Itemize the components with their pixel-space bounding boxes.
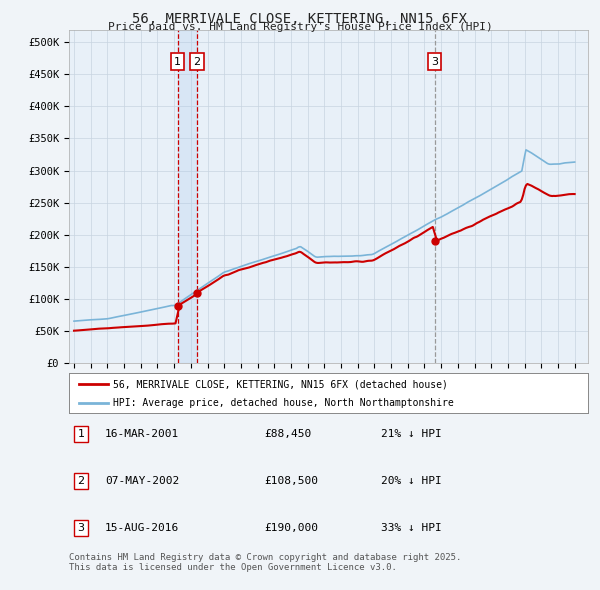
Text: 2: 2 xyxy=(193,57,200,67)
Text: 56, MERRIVALE CLOSE, KETTERING, NN15 6FX: 56, MERRIVALE CLOSE, KETTERING, NN15 6FX xyxy=(133,12,467,26)
Text: £88,450: £88,450 xyxy=(264,429,311,438)
Text: 3: 3 xyxy=(77,523,85,533)
Text: 16-MAR-2001: 16-MAR-2001 xyxy=(105,429,179,438)
Text: This data is licensed under the Open Government Licence v3.0.: This data is licensed under the Open Gov… xyxy=(69,563,397,572)
Text: 15-AUG-2016: 15-AUG-2016 xyxy=(105,523,179,533)
Text: £190,000: £190,000 xyxy=(264,523,318,533)
Text: 3: 3 xyxy=(431,57,439,67)
Text: 1: 1 xyxy=(174,57,181,67)
Text: £108,500: £108,500 xyxy=(264,476,318,486)
Text: Contains HM Land Registry data © Crown copyright and database right 2025.: Contains HM Land Registry data © Crown c… xyxy=(69,553,461,562)
Text: 33% ↓ HPI: 33% ↓ HPI xyxy=(381,523,442,533)
Text: 21% ↓ HPI: 21% ↓ HPI xyxy=(381,429,442,438)
Text: Price paid vs. HM Land Registry's House Price Index (HPI): Price paid vs. HM Land Registry's House … xyxy=(107,22,493,32)
Bar xyxy=(178,30,197,363)
Text: 1: 1 xyxy=(77,429,85,438)
Text: HPI: Average price, detached house, North Northamptonshire: HPI: Average price, detached house, Nort… xyxy=(113,398,454,408)
Text: 2: 2 xyxy=(77,476,85,486)
Text: 07-MAY-2002: 07-MAY-2002 xyxy=(105,476,179,486)
Text: 56, MERRIVALE CLOSE, KETTERING, NN15 6FX (detached house): 56, MERRIVALE CLOSE, KETTERING, NN15 6FX… xyxy=(113,379,448,389)
Text: 20% ↓ HPI: 20% ↓ HPI xyxy=(381,476,442,486)
